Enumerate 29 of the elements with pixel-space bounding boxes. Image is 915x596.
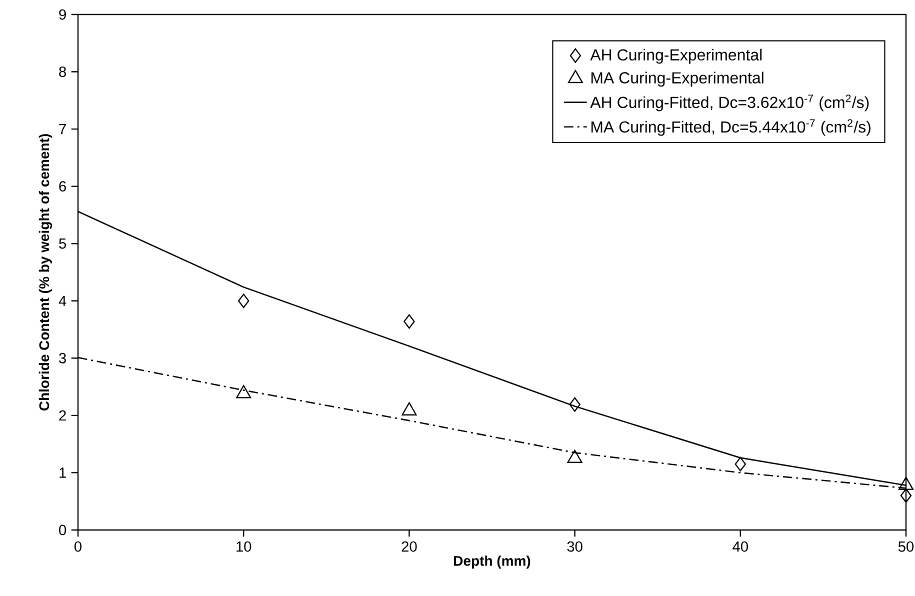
- point: [898, 476, 914, 490]
- x-tick-label: 10: [236, 541, 252, 552]
- x-tick-label: 30: [567, 541, 582, 552]
- y-tick-label: 2: [59, 410, 66, 421]
- point: [238, 294, 250, 308]
- legend-label: MA Curing-Fitted, Dc=5.44x10$^{-7}$ (cm$^{2}$/s): [591, 119, 870, 136]
- y-tick-label: 6: [59, 181, 66, 192]
- y-tick-label: 8: [59, 66, 66, 77]
- legend-label: MA Curing-Experimental: [591, 72, 764, 87]
- point: [567, 450, 582, 463]
- y-axis-title: Chloride Content (% by weight of cement): [38, 134, 52, 411]
- x-tick-label: 0: [74, 541, 82, 552]
- legend-label: AH Curing-Fitted, Dc=3.62x10$^{-7}$ (cm$^{2}$/s): [590, 94, 869, 112]
- y-tick-label: 0: [59, 524, 66, 536]
- point: [236, 385, 252, 398]
- y-tick-label: 3: [59, 352, 66, 364]
- x-tick-label: 20: [402, 541, 417, 552]
- y-tick-label: 4: [58, 296, 66, 306]
- point: [569, 397, 580, 412]
- point: [402, 402, 417, 416]
- y-tick-label: 9: [59, 9, 66, 20]
- x-axis-title: Depth (mm): [454, 556, 530, 569]
- x-tick-label: 50: [898, 541, 914, 552]
- x-tick-label: 40: [732, 541, 748, 552]
- y-tick-label: 1: [60, 468, 66, 478]
- point: [404, 314, 415, 329]
- y-tick-label: 5: [59, 238, 66, 249]
- legend-label: AH Curing-Experimental: [590, 48, 762, 64]
- y-tick-label: 7: [59, 124, 66, 134]
